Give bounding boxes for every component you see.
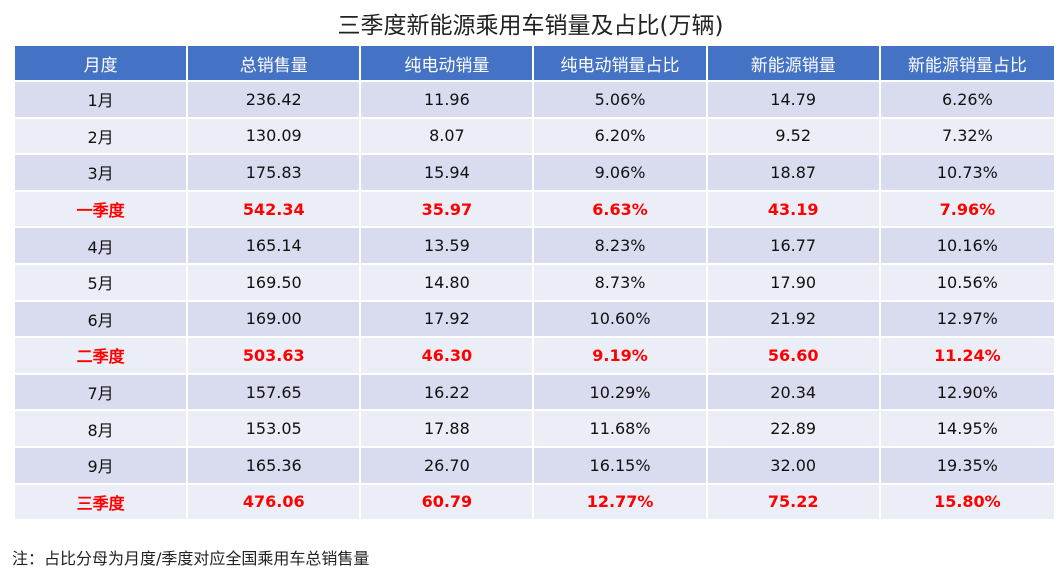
table-cell: 43.19 [707, 189, 881, 227]
table-cell: 165.36 [188, 445, 362, 483]
table-row: 5月 169.50 14.80 8.73% 17.90 10.56% [15, 262, 1054, 300]
table-row: 1月 236.42 11.96 5.06% 14.79 6.26% [15, 80, 1054, 117]
table-row: 8月 153.05 17.88 11.68% 22.89 14.95% [15, 409, 1054, 446]
quarter-total-row: 三季度 476.06 60.79 12.77% 75.22 15.80% [15, 482, 1054, 520]
table-cell: 75.22 [707, 482, 881, 520]
table-cell: 13.59 [361, 226, 535, 263]
table-cell: 16.77 [707, 226, 881, 263]
table-cell: 5.06% [534, 80, 708, 117]
table-cell: 6月 [15, 299, 189, 337]
table-row: 9月 165.36 26.70 16.15% 32.00 19.35% [15, 445, 1054, 483]
table-cell: 12.90% [880, 372, 1054, 410]
header-cell: 新能源销量占比 [880, 46, 1054, 80]
table-cell: 10.73% [880, 153, 1054, 190]
table-cell: 21.92 [707, 299, 881, 337]
table-cell: 130.09 [188, 116, 362, 154]
table-cell: 14.80 [361, 262, 535, 300]
table-cell: 169.50 [188, 262, 362, 300]
table-cell: 26.70 [361, 445, 535, 483]
table-cell: 476.06 [188, 482, 362, 520]
table-cell: 12.77% [534, 482, 708, 520]
table-cell: 8.23% [534, 226, 708, 263]
table-row: 3月 175.83 15.94 9.06% 18.87 10.73% [15, 153, 1054, 190]
table-cell: 10.56% [880, 262, 1054, 300]
header-cell: 新能源销量 [707, 46, 881, 80]
table-cell: 542.34 [188, 189, 362, 227]
table-cell: 9.52 [707, 116, 881, 154]
table-cell: 二季度 [15, 336, 189, 373]
table-cell: 10.16% [880, 226, 1054, 263]
table-body: 1月 236.42 11.96 5.06% 14.79 6.26% 2月 130.09 8.07… [15, 80, 1054, 520]
table-cell: 7.32% [880, 116, 1054, 154]
table-title: 三季度新能源乘用车销量及占比(万辆) [337, 13, 724, 39]
table-row: 4月 165.14 13.59 8.23% 16.77 10.16% [15, 226, 1054, 263]
table-cell: 6.63% [534, 189, 708, 227]
table-cell: 10.60% [534, 299, 708, 337]
table-cell: 14.79 [707, 80, 881, 117]
table-cell: 9.06% [534, 153, 708, 190]
table-cell: 10.29% [534, 372, 708, 410]
header-cell: 总销售量 [188, 46, 362, 80]
quarter-total-row: 二季度 503.63 46.30 9.19% 56.60 11.24% [15, 336, 1054, 373]
table-cell: 8.73% [534, 262, 708, 300]
header-cell: 纯电动销量占比 [534, 46, 708, 80]
table-cell: 16.22 [361, 372, 535, 410]
table-cell: 6.20% [534, 116, 708, 154]
table-cell: 2月 [15, 116, 189, 154]
quarter-total-row: 一季度 542.34 35.97 6.63% 43.19 7.96% [15, 189, 1054, 227]
table-cell: 153.05 [188, 409, 362, 446]
table-cell: 8月 [15, 409, 189, 446]
table-cell: 8.07 [361, 116, 535, 154]
table-cell: 22.89 [707, 409, 881, 446]
table-cell: 14.95% [880, 409, 1054, 446]
table-cell: 20.34 [707, 372, 881, 410]
table-cell: 9月 [15, 445, 189, 483]
footnote: 注：占比分母为月度/季度对应全国乘用车总销售量 [12, 549, 370, 568]
table-cell: 5月 [15, 262, 189, 300]
table-cell: 15.94 [361, 153, 535, 190]
table-cell: 12.97% [880, 299, 1054, 337]
table-cell: 165.14 [188, 226, 362, 263]
table-cell: 236.42 [188, 80, 362, 117]
table-cell: 9.19% [534, 336, 708, 373]
table-cell: 46.30 [361, 336, 535, 373]
table-cell: 3月 [15, 153, 189, 190]
table-cell: 503.63 [188, 336, 362, 373]
table-cell: 一季度 [15, 189, 189, 227]
table-cell: 16.15% [534, 445, 708, 483]
table-cell: 19.35% [880, 445, 1054, 483]
table-cell: 7月 [15, 372, 189, 410]
table-row: 7月 157.65 16.22 10.29% 20.34 12.90% [15, 372, 1054, 410]
table-cell: 三季度 [15, 482, 189, 520]
table-cell: 35.97 [361, 189, 535, 227]
table-cell: 157.65 [188, 372, 362, 410]
sales-table: 月度 总销售量 纯电动销量 纯电动销量占比 新能源销量 新能源销量占比 1月 23… [15, 46, 1054, 520]
table-cell: 11.24% [880, 336, 1054, 373]
table-cell: 175.83 [188, 153, 362, 190]
table-cell: 17.92 [361, 299, 535, 337]
table-cell: 4月 [15, 226, 189, 263]
table-row: 2月 130.09 8.07 6.20% 9.52 7.32% [15, 116, 1054, 154]
table-cell: 6.26% [880, 80, 1054, 117]
table-cell: 17.88 [361, 409, 535, 446]
header-cell: 纯电动销量 [361, 46, 535, 80]
table-cell: 56.60 [707, 336, 881, 373]
table-cell: 1月 [15, 80, 189, 117]
table-cell: 15.80% [880, 482, 1054, 520]
table-cell: 18.87 [707, 153, 881, 190]
header-row: 月度 总销售量 纯电动销量 纯电动销量占比 新能源销量 新能源销量占比 [15, 46, 1054, 80]
table-cell: 17.90 [707, 262, 881, 300]
table-cell: 32.00 [707, 445, 881, 483]
table-cell: 60.79 [361, 482, 535, 520]
table-cell: 169.00 [188, 299, 362, 337]
table-cell: 7.96% [880, 189, 1054, 227]
table-cell: 11.68% [534, 409, 708, 446]
table-cell: 11.96 [361, 80, 535, 117]
header-cell: 月度 [15, 46, 189, 80]
table-row: 6月 169.00 17.92 10.60% 21.92 12.97% [15, 299, 1054, 337]
